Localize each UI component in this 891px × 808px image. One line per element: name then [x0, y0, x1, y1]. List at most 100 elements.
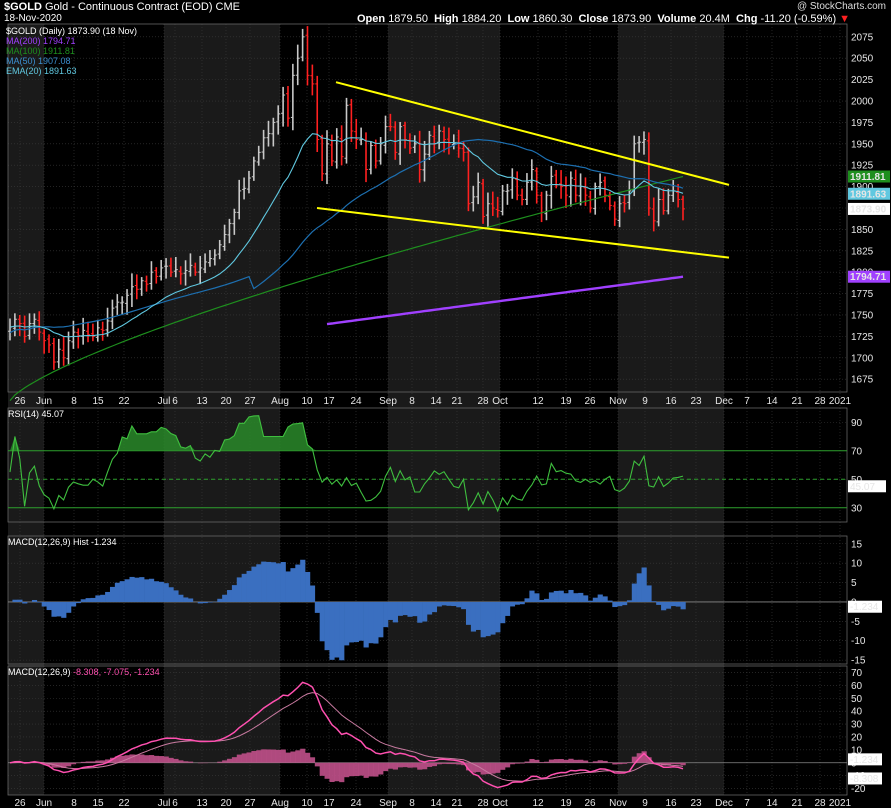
watermark: @ StockCharts.com [796, 1, 886, 12]
hist-bar-53 [266, 561, 272, 602]
trendline-lower [316, 207, 730, 259]
macd-xtick-22: 26 [584, 798, 596, 808]
price-legend: $GOLD (Daily) 1873.90 (18 Nov) MA(200) 1… [6, 26, 137, 76]
price-ytick-2: 1725 [851, 332, 874, 343]
macd-hist-bar-28 [144, 755, 150, 763]
open-value: 1879.50 [388, 13, 428, 25]
price-xtick-26: 23 [690, 396, 702, 407]
macd-hist-bar-114 [563, 759, 569, 763]
macd-hist-bar-109 [539, 762, 545, 763]
hist-bar-131 [646, 585, 652, 602]
macd-hist-bar-48 [241, 753, 247, 763]
frame-hist [7, 535, 848, 665]
macd-hist-bar-128 [631, 756, 637, 763]
ma200-line [326, 275, 684, 326]
hist-bar-78 [387, 601, 394, 620]
macd-hist-bar-54 [270, 749, 277, 763]
macd-hist-bar-127 [626, 762, 633, 763]
hist-bar-128 [631, 583, 637, 602]
hist-bar-133 [656, 601, 662, 605]
macd-xtick-9: 27 [244, 798, 256, 808]
macd-hist-bar-71 [353, 762, 359, 777]
price-ytick-0: 1675 [851, 375, 874, 386]
hist-bar-18 [95, 595, 101, 602]
macd-hist-bar-98 [485, 762, 491, 775]
macd-xtick-23: Nov [609, 798, 627, 808]
legend-ema20: EMA(20) 1891.63 [6, 66, 77, 76]
macd-hist-bar-11 [61, 762, 67, 769]
legend-ma50: MA(50) 1907.08 [6, 56, 71, 66]
macd-ytick-5: 30 [851, 720, 863, 731]
price-ytick-12: 1975 [851, 118, 874, 129]
price-xtick-0: 26 [14, 396, 26, 407]
hist-bar-124 [612, 601, 618, 608]
price-last-label-2: 1873.90 [850, 204, 887, 215]
hist-bar-135 [665, 601, 672, 609]
hist-bar-118 [583, 595, 589, 602]
macd-hist-bar-112 [553, 759, 559, 763]
price-last-label-1: 1891.63 [850, 189, 887, 200]
price-xtick-18: 28 [477, 396, 489, 407]
month-band-0 [8, 24, 44, 795]
price-xtick-12: 17 [323, 396, 335, 407]
hist-bar-47 [236, 577, 242, 602]
hist-bar-60 [300, 559, 306, 602]
macd-hist-bar-57 [285, 752, 291, 763]
hist-ytick-0: -15 [851, 656, 866, 667]
price-xtick-27: Dec [715, 396, 733, 407]
macd-hist-bar-97 [480, 762, 486, 775]
macd-hist-bar-50 [251, 751, 257, 763]
macd-hist-bar-32 [163, 756, 169, 763]
hist-bar-5 [31, 599, 38, 602]
macd-xtick-10: Aug [271, 798, 289, 808]
hist-bar-130 [641, 567, 647, 602]
macd-hist-bar-115 [568, 758, 574, 763]
hist-bar-77 [383, 601, 389, 628]
macd-last-label-0: -1.234 [850, 755, 879, 766]
hist-bar-92 [456, 601, 462, 608]
macd-hist-bar-22 [114, 756, 121, 763]
hist-bar-69 [344, 601, 350, 646]
trendline-upper [335, 81, 730, 186]
month-band-1 [164, 24, 280, 795]
price-last-tag-2 [848, 202, 890, 215]
macd-hist-bar-79 [392, 762, 399, 770]
macd-hist-bar-106 [524, 761, 530, 763]
rsi-panel [8, 415, 847, 513]
price-ytick-14: 2025 [851, 75, 874, 86]
price-xtick-7: 13 [196, 396, 208, 407]
hist-bar-40 [202, 601, 208, 604]
price-ytick-6: 1825 [851, 246, 874, 257]
macd-hist-bar-92 [456, 762, 462, 765]
macd-legend-label: MACD(12,26,9) [8, 667, 71, 677]
hist-bar-116 [573, 593, 579, 602]
macd-hist-bar-133 [656, 762, 662, 764]
macd-hist-bar-36 [183, 761, 189, 763]
price-xtick-9: 27 [244, 396, 256, 407]
macd-xtick-8: 20 [220, 798, 232, 808]
hist-bar-13 [70, 601, 77, 607]
macd-hist-bar-84 [417, 762, 423, 770]
hist-ytick-6: 15 [851, 539, 863, 550]
chg-value: -11.20 (-0.59%) [760, 13, 837, 25]
hist-bar-121 [597, 594, 603, 602]
rsi-line [9, 415, 684, 513]
rsi-ytick-2: 70 [851, 446, 863, 457]
price-ytick-11: 1950 [851, 139, 874, 150]
price-xtick-30: 21 [791, 396, 803, 407]
macd-hist-bar-7 [41, 762, 47, 765]
price-xtick-22: 26 [584, 396, 596, 407]
macd-ytick-3: 10 [851, 745, 863, 756]
hist-bar-129 [636, 573, 642, 602]
macd-hist-bar-23 [119, 755, 125, 763]
macd-hist-bar-64 [319, 762, 325, 776]
low-label: Low [507, 13, 530, 25]
price-xtick-10: Aug [271, 396, 289, 407]
macd-last-tag-1 [848, 772, 882, 785]
hist-bar-113 [558, 590, 564, 602]
macd-xtick-26: 23 [690, 798, 702, 808]
macd-hist-bar-126 [622, 762, 628, 764]
macd-hist-bar-27 [139, 754, 145, 763]
macd-hist-bar-29 [148, 755, 155, 763]
hist-bar-98 [485, 601, 491, 637]
